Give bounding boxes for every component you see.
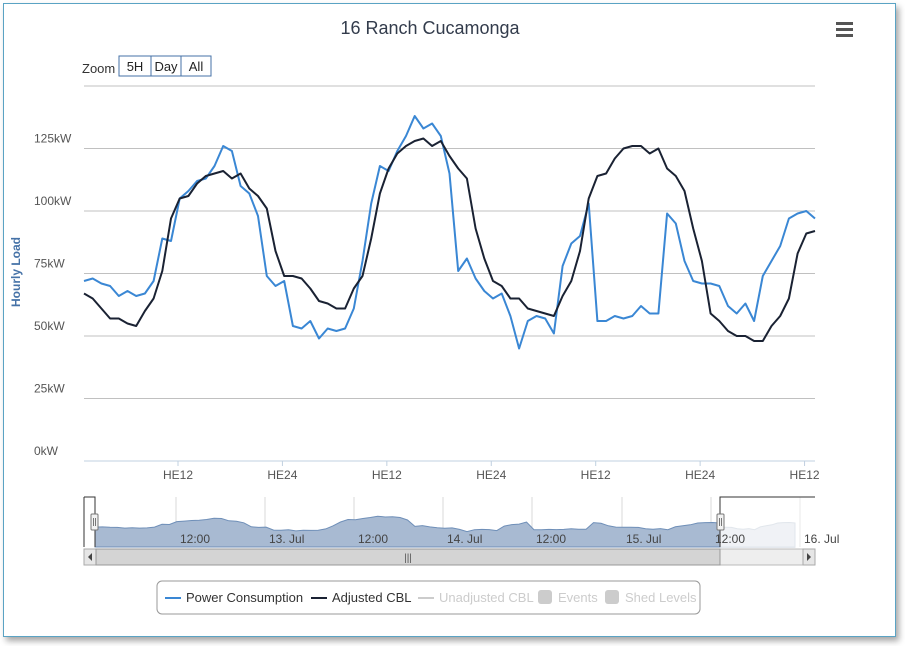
x-tick-labels: HE12 HE24 HE12 HE24 HE12 HE24 HE12 xyxy=(163,461,820,482)
y-tick-labels: 0kW 25kW 50kW 75kW 100kW 125kW xyxy=(34,132,72,459)
x-tick-label: HE24 xyxy=(476,468,506,482)
navigator-tick-label: 15. Jul xyxy=(626,532,661,546)
svg-text:Shed Levels: Shed Levels xyxy=(625,590,697,605)
y-tick-label: 125kW xyxy=(34,132,72,146)
x-tick-label: HE12 xyxy=(581,468,611,482)
navigator[interactable]: 12:00 13. Jul 12:00 14. Jul 12:00 15. Jul 12:0… xyxy=(83,496,839,548)
series-line-adjusted-cbl xyxy=(83,137,816,342)
y-tick-label: 75kW xyxy=(34,257,65,271)
y-tick-label: 0kW xyxy=(34,444,59,458)
series-lines xyxy=(83,115,816,350)
legend-item-unadjusted-cbl[interactable]: Unadjusted CBL xyxy=(418,590,534,605)
legend-item-adjusted-cbl[interactable]: Adjusted CBL xyxy=(311,590,412,605)
x-tick-label: HE12 xyxy=(790,468,820,482)
x-tick-label: HE12 xyxy=(372,468,402,482)
svg-text:Adjusted CBL: Adjusted CBL xyxy=(332,590,412,605)
svg-text:Unadjusted CBL: Unadjusted CBL xyxy=(439,590,534,605)
x-tick-label: HE24 xyxy=(267,468,297,482)
y-tick-label: 50kW xyxy=(34,319,65,333)
zoom-day-button[interactable]: Day xyxy=(154,59,178,74)
svg-text:Power Consumption: Power Consumption xyxy=(186,590,303,605)
navigator-tick-label: 13. Jul xyxy=(269,532,304,546)
zoom-all-button[interactable]: All xyxy=(189,59,204,74)
navigator-area xyxy=(94,515,721,548)
legend-item-events[interactable]: Events xyxy=(538,590,598,605)
legend-item-shed-levels[interactable]: Shed Levels xyxy=(605,590,697,605)
x-tick-label: HE12 xyxy=(163,468,193,482)
scrollbar-thumb[interactable] xyxy=(95,548,721,566)
grid-lines xyxy=(84,85,815,462)
navigator-mask xyxy=(720,497,815,547)
navigator-left-handle[interactable] xyxy=(90,513,99,531)
navigator-right-handle[interactable] xyxy=(716,513,725,531)
scroll-left-arrow-icon xyxy=(88,553,92,561)
navigator-tick-label: 16. Jul xyxy=(804,532,839,546)
y-tick-label: 25kW xyxy=(34,382,65,396)
y-tick-label: 100kW xyxy=(34,194,72,208)
navigator-tick-label: 12:00 xyxy=(536,532,566,546)
y-axis-label: Hourly Load xyxy=(9,237,23,307)
scrollbar-grip-icon: ||| xyxy=(404,553,412,564)
navigator-area-outside xyxy=(719,521,796,548)
legend-item-power-consumption[interactable]: Power Consumption xyxy=(165,590,303,605)
navigator-tick-label: 14. Jul xyxy=(447,532,482,546)
scroll-right-arrow-icon xyxy=(807,553,811,561)
svg-text:Events: Events xyxy=(558,590,598,605)
scrollbar[interactable]: ||| xyxy=(83,548,816,566)
navigator-tick-label: 12:00 xyxy=(715,532,745,546)
navigator-tick-labels: 12:00 13. Jul 12:00 14. Jul 12:00 15. Jul 12:0… xyxy=(180,532,839,546)
series-line-power-consumption xyxy=(83,115,816,350)
zoom-button-group: 5H Day All xyxy=(118,55,212,77)
x-tick-label: HE24 xyxy=(685,468,715,482)
legend: Power Consumption Adjusted CBL Unadjuste… xyxy=(156,580,701,615)
hamburger-menu-icon[interactable] xyxy=(836,22,853,37)
chart-title: 16 Ranch Cucamonga xyxy=(340,18,520,38)
navigator-tick-label: 12:00 xyxy=(358,532,388,546)
navigator-tick-label: 12:00 xyxy=(180,532,210,546)
zoom-label: Zoom xyxy=(82,61,115,76)
zoom-5h-button[interactable]: 5H xyxy=(127,59,144,74)
